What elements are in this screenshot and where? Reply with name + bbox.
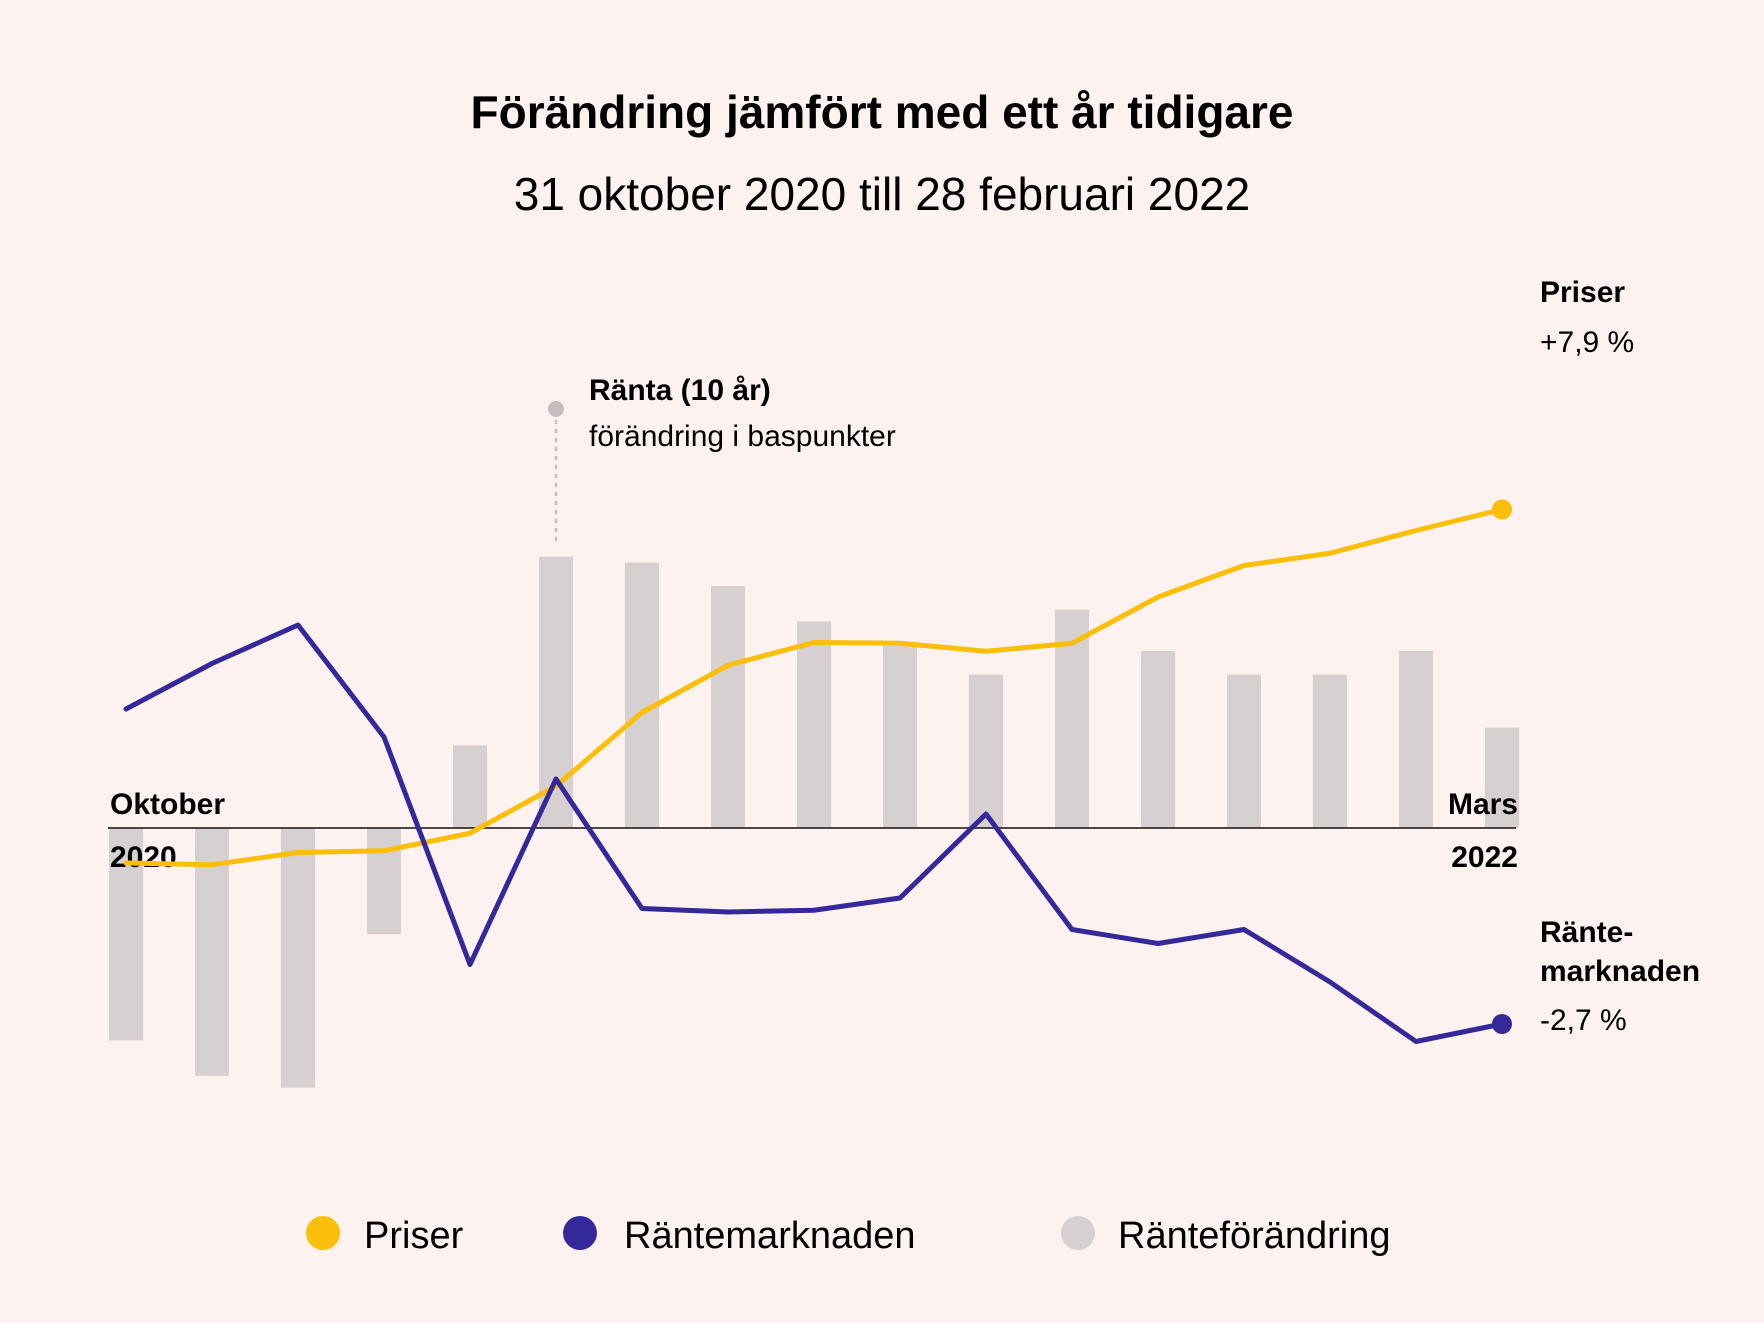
bar-ranteforandring-10	[969, 674, 1003, 828]
x-axis-end-year: 2022	[1451, 841, 1518, 874]
bar-ranteforandring-7	[711, 586, 745, 828]
legend-label-ranteforandring: Ränteförändring	[1118, 1215, 1391, 1257]
bar-ranteforandring-3	[367, 828, 401, 935]
legend-label-priser: Priser	[364, 1215, 464, 1257]
priser-end-label: Priser	[1540, 276, 1625, 309]
bar-ranteforandring-14	[1313, 674, 1347, 828]
chart-subtitle: 31 oktober 2020 till 28 februari 2022	[514, 168, 1251, 220]
bar-ranteforandring-16	[1485, 727, 1519, 828]
line-rantemarknaden	[123, 622, 1505, 1044]
lines-group	[123, 499, 1512, 1044]
bar-annotation: Ränta (10 år) förändring i baspunkter	[548, 374, 896, 542]
legend-label-rantemarknaden: Räntemarknaden	[624, 1215, 916, 1257]
x-axis-end-month: Mars	[1448, 788, 1518, 821]
bar-ranteforandring-12	[1141, 651, 1175, 828]
bar-annotation-dot	[548, 401, 564, 417]
bar-ranteforandring-15	[1399, 651, 1433, 828]
line-priser	[123, 507, 1505, 868]
rantemarknaden-end-label-line2: marknaden	[1540, 955, 1700, 988]
bar-ranteforandring-9	[883, 645, 917, 828]
bar-ranteforandring-2	[281, 828, 315, 1088]
endpoint-rantemarknaden	[1492, 1014, 1512, 1034]
x-axis-start-year: 2020	[110, 841, 177, 874]
legend-item-rantemarknaden: Räntemarknaden	[563, 1215, 916, 1257]
legend-swatch-ranteforandring	[1061, 1216, 1095, 1250]
legend-item-priser: Priser	[306, 1215, 464, 1257]
end-labels: Priser +7,9 % Ränte- marknaden -2,7 %	[1540, 276, 1700, 1037]
legend-swatch-rantemarknaden	[563, 1216, 597, 1250]
bar-annotation-text: förändring i baspunkter	[589, 420, 896, 453]
bar-ranteforandring-8	[797, 621, 831, 828]
bar-ranteforandring-6	[625, 562, 659, 828]
bars-group	[109, 556, 1519, 1088]
bar-ranteforandring-1	[195, 828, 229, 1076]
legend: Priser Räntemarknaden Ränteförändring	[306, 1215, 1391, 1257]
rantemarknaden-end-value: -2,7 %	[1540, 1004, 1627, 1037]
priser-end-value: +7,9 %	[1540, 326, 1634, 359]
legend-item-ranteforandring: Ränteförändring	[1061, 1215, 1391, 1257]
rantemarknaden-end-label-line1: Ränte-	[1540, 916, 1633, 949]
x-axis-start-month: Oktober	[110, 788, 225, 821]
endpoint-priser	[1492, 499, 1512, 520]
bar-annotation-title: Ränta (10 år)	[589, 374, 771, 407]
bar-ranteforandring-13	[1227, 674, 1261, 828]
legend-swatch-priser	[306, 1216, 340, 1250]
chart-title: Förändring jämfört med ett år tidigare	[471, 86, 1294, 138]
bar-ranteforandring-4	[453, 745, 487, 828]
